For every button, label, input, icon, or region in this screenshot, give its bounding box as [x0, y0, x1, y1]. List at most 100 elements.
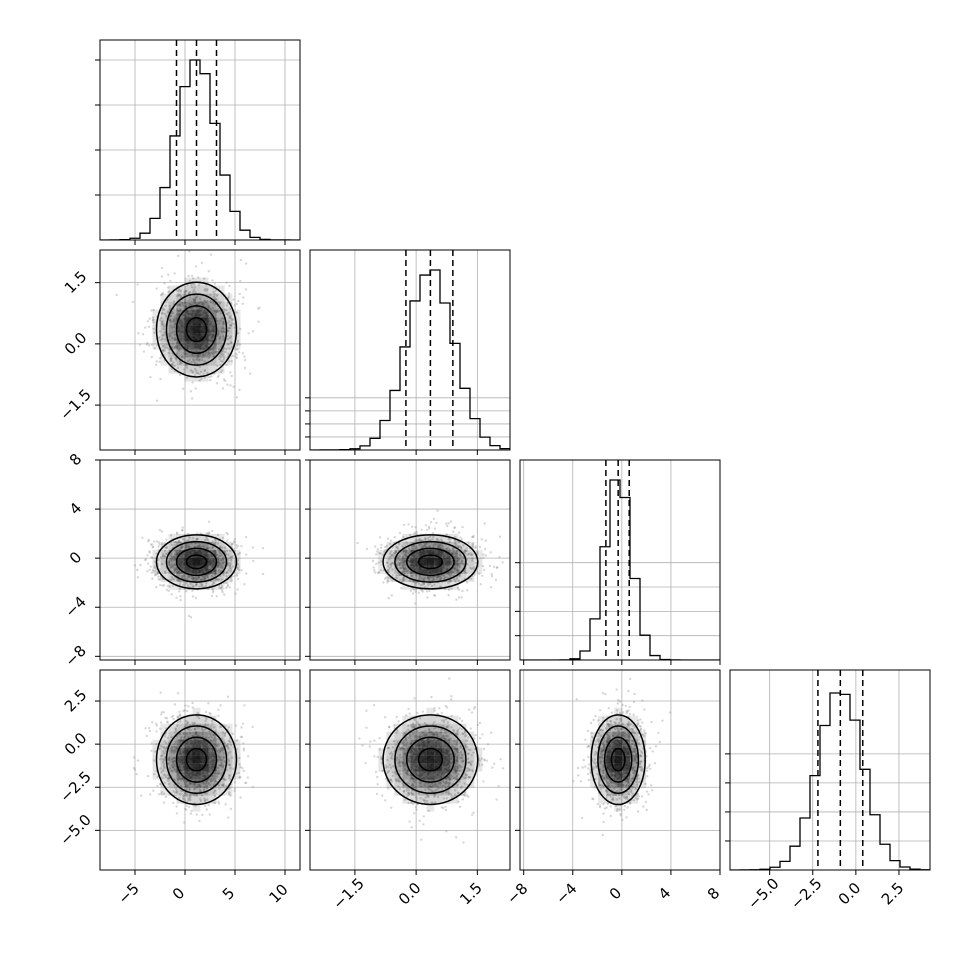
sample-point [176, 313, 179, 316]
sample-point [398, 564, 401, 567]
sample-point [218, 563, 221, 566]
sample-point [221, 559, 224, 562]
sample-point [193, 286, 196, 289]
sample-point [199, 786, 202, 789]
sample-point [221, 765, 224, 769]
sample-point [174, 786, 177, 789]
sample-point [178, 713, 182, 716]
sample-point [411, 580, 414, 583]
sample-point [205, 736, 208, 739]
sample-point [179, 289, 182, 292]
sample-point [174, 541, 178, 544]
sample-point [214, 350, 217, 353]
sample-point [234, 724, 238, 727]
sample-point [162, 765, 166, 768]
sample-point [438, 574, 441, 577]
sample-point [374, 545, 377, 548]
sample-point [166, 773, 170, 777]
sample-point [212, 348, 215, 351]
panel-content [132, 691, 255, 824]
sample-point [426, 528, 429, 532]
sample-point [242, 296, 245, 299]
sample-point [193, 374, 197, 377]
sample-point [395, 778, 398, 781]
sample-point [182, 356, 186, 360]
sample-point [474, 561, 478, 565]
density-cell [184, 739, 193, 748]
sample-point [170, 593, 173, 596]
sample-point [174, 746, 177, 749]
sample-point [389, 563, 392, 566]
sample-point [173, 540, 176, 544]
sample-point [413, 786, 417, 790]
sample-point [212, 295, 215, 298]
sample-point [470, 553, 473, 557]
sample-point [222, 326, 225, 330]
sample-point [144, 558, 147, 562]
sample-point [216, 309, 219, 312]
density-cell [200, 293, 209, 302]
density-cell [418, 541, 427, 550]
density-cell [176, 541, 185, 550]
sample-point [459, 536, 462, 539]
sample-point [210, 575, 213, 578]
density-cell [184, 325, 193, 334]
y-tick-label: −4 [61, 593, 89, 621]
sample-point [235, 311, 239, 314]
sample-point [185, 578, 189, 581]
sample-point [181, 771, 184, 775]
sample-point [156, 571, 159, 574]
sample-point [191, 381, 194, 384]
sample-point [205, 547, 208, 550]
sample-point [189, 390, 193, 393]
sample-point [228, 316, 231, 319]
sample-point [450, 571, 453, 574]
sample-point [188, 545, 191, 548]
sample-point [147, 325, 151, 328]
sample-point [216, 565, 220, 568]
sample-point [214, 538, 217, 541]
sample-point [217, 578, 221, 581]
sample-point [389, 556, 393, 559]
density-cell [434, 565, 443, 574]
sample-point [466, 553, 470, 556]
sample-point [171, 760, 174, 763]
scatter-panel-3-0: −5.0−2.50.02.5−5 0 5 10 [56, 669, 301, 908]
sample-point [222, 320, 225, 323]
sample-point [182, 731, 185, 735]
sample-point [402, 523, 406, 527]
sample-point [217, 714, 220, 717]
sample-point [221, 746, 225, 750]
sample-point [414, 581, 417, 584]
sample-point [169, 324, 172, 327]
sample-point [376, 550, 379, 553]
sample-point [403, 567, 406, 570]
sample-point [492, 565, 496, 569]
sample-point [460, 547, 463, 551]
sample-point [472, 534, 475, 538]
density-cell [176, 285, 185, 294]
sample-point [164, 775, 168, 779]
sample-point [171, 584, 175, 587]
histogram-step-2 [520, 479, 720, 660]
sample-point [219, 355, 222, 358]
sample-point [182, 314, 185, 317]
sample-point [236, 339, 239, 343]
sample-point [402, 576, 405, 580]
sample-point [210, 547, 214, 550]
sample-point [473, 565, 476, 569]
sample-point [222, 561, 225, 565]
sample-point [214, 289, 217, 292]
sample-point [207, 270, 210, 273]
sample-point [161, 769, 165, 772]
density-cell [442, 549, 451, 558]
sample-point [145, 734, 148, 738]
density-cell [176, 333, 185, 342]
sample-point [483, 568, 486, 572]
sample-point [159, 377, 162, 381]
sample-point [203, 577, 206, 581]
sample-point [174, 346, 177, 349]
sample-point [166, 736, 169, 740]
sample-point [383, 577, 387, 580]
sample-point [161, 320, 164, 323]
